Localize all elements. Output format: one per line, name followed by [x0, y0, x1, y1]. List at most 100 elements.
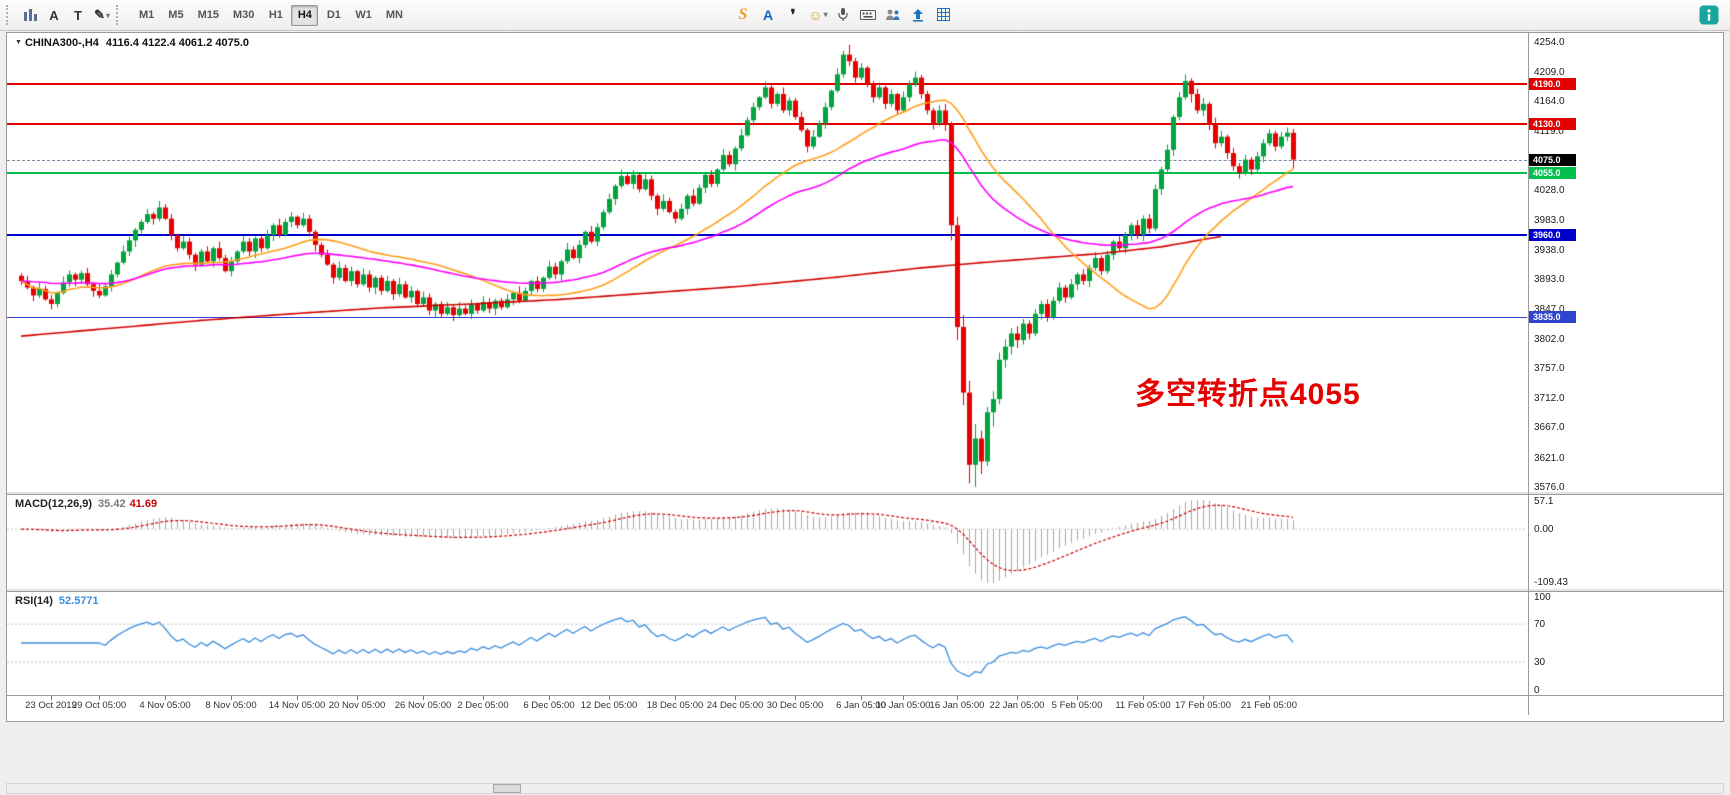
- time-tick: [1143, 696, 1144, 700]
- timeframe-button-w1[interactable]: W1: [349, 5, 378, 26]
- price-axis-divider: [1528, 33, 1529, 715]
- letter-a-icon[interactable]: A: [762, 6, 774, 23]
- people-icon[interactable]: [883, 3, 903, 26]
- logo-s-icon[interactable]: S: [738, 5, 748, 23]
- time-tick: [675, 696, 676, 700]
- price-axis-label: 4254.0: [1534, 37, 1565, 49]
- time-axis-label: 10 Jan 05:00: [875, 700, 931, 711]
- price-axis-label: 4164.0: [1534, 96, 1565, 108]
- price-axis-label: 3621.0: [1534, 452, 1565, 464]
- chart-ohlc-values: 4116.4 4122.4 4061.2 4075.0: [105, 37, 250, 49]
- time-axis-label: 11 Feb 05:00: [1115, 700, 1171, 711]
- horizontal-scrollbar[interactable]: [6, 783, 1724, 794]
- price-axis-label: 3667.0: [1534, 422, 1565, 434]
- price-axis-label: 3802.0: [1534, 333, 1565, 345]
- time-axis-label: 16 Jan 05:00: [929, 700, 985, 711]
- time-tick: [99, 696, 100, 700]
- chart-type-icon[interactable]: [19, 4, 41, 26]
- rsi-label: RSI(14) 52.5771: [15, 595, 99, 607]
- timeframe-button-m30[interactable]: M30: [227, 5, 260, 26]
- pivot-annotation[interactable]: 多空转折点4055: [1135, 378, 1361, 411]
- text-tool-icon[interactable]: T: [74, 7, 82, 23]
- time-axis-label: 29 Oct 05:00: [71, 700, 127, 711]
- rsi-axis-label: 0: [1534, 685, 1540, 696]
- time-axis-label: 23 Oct 2019: [25, 700, 77, 711]
- chart-title: ▼ CHINA300-,H4 4116.4 4122.4 4061.2 4075.0: [15, 37, 249, 49]
- rsi-panel: RSI(14) 52.5771 100 70 30 0: [7, 591, 1723, 696]
- macd-panel: MACD(12,26,9) 35.42 41.69 57.1 0.00 -109.43: [7, 494, 1723, 589]
- time-tick: [735, 696, 736, 700]
- rsi-axis-label: 70: [1534, 619, 1546, 631]
- price-axis-label: 3712.0: [1534, 392, 1565, 404]
- macd-canvas[interactable]: [7, 495, 1527, 589]
- time-axis-label: 20 Nov 05:00: [328, 700, 386, 711]
- price-axis-label: 4028.0: [1534, 185, 1565, 197]
- time-axis-label: 30 Dec 05:00: [766, 700, 824, 711]
- time-axis-label: 5 Feb 05:00: [1051, 700, 1103, 711]
- label-tool-icon[interactable]: A: [49, 7, 59, 23]
- time-axis-label: 22 Jan 05:00: [989, 700, 1045, 711]
- time-axis-label: 21 Feb 05:00: [1241, 700, 1297, 711]
- time-tick: [357, 696, 358, 700]
- macd-axis-label: 0.00: [1534, 524, 1554, 536]
- time-tick: [231, 696, 232, 700]
- timeframe-button-m1[interactable]: M1: [133, 5, 160, 26]
- time-axis-label: 6 Dec 05:00: [523, 700, 575, 711]
- chart-context-icon[interactable]: ▼: [15, 39, 22, 46]
- toolbar-grip[interactable]: [6, 5, 12, 25]
- draw-tool-icon[interactable]: ✎ ▾: [91, 4, 113, 26]
- macd-axis-label: 57.1: [1534, 496, 1554, 507]
- quote-icon[interactable]: ❜: [790, 6, 796, 24]
- price-tag-4130.0: 4130.0: [1529, 117, 1576, 130]
- time-tick: [861, 696, 862, 700]
- time-tick: [549, 696, 550, 700]
- time-tick: [795, 696, 796, 700]
- rsi-canvas[interactable]: [7, 592, 1527, 696]
- macd-main-value: 35.42: [98, 498, 126, 510]
- timeframe-button-m5[interactable]: M5: [162, 5, 189, 26]
- rsi-axis-label: 100: [1534, 592, 1551, 603]
- time-axis-label: 6 Jan 05:00: [836, 700, 886, 711]
- help-widget-icon[interactable]: [1698, 4, 1720, 26]
- toolbar: A T ✎ ▾ M1 M5 M15 M30 H1 H4 D1 W1 MN S A ❜ ☺ ▾: [0, 0, 1730, 31]
- smiley-icon[interactable]: ☺ ▾: [808, 3, 828, 26]
- bar-chart-icon: [23, 9, 37, 21]
- time-tick: [297, 696, 298, 700]
- macd-axis-label: -109.43: [1534, 577, 1568, 588]
- rsi-name: RSI(14): [15, 595, 53, 607]
- time-tick: [483, 696, 484, 700]
- time-tick: [1203, 696, 1204, 700]
- time-tick: [1077, 696, 1078, 700]
- time-tick: [903, 696, 904, 700]
- price-chart-canvas[interactable]: [7, 33, 1527, 491]
- timeframe-button-d1[interactable]: D1: [320, 5, 347, 26]
- time-axis[interactable]: 23 Oct 2019 29 Oct 05:00 4 Nov 05:00 8 Nov …: [7, 695, 1723, 713]
- toolbar-grip-2[interactable]: [116, 5, 122, 25]
- price-axis-label: 4119.0: [1534, 125, 1564, 137]
- time-tick: [1017, 696, 1018, 700]
- time-tick: [51, 696, 52, 700]
- time-tick: [165, 696, 166, 700]
- timeframe-button-h4[interactable]: H4: [291, 4, 319, 26]
- timeframe-button-m15[interactable]: M15: [192, 5, 225, 26]
- upload-icon[interactable]: [908, 3, 928, 26]
- timeframe-button-h1[interactable]: H1: [262, 5, 289, 26]
- microphone-icon[interactable]: [833, 3, 853, 26]
- timeframe-button-mn[interactable]: MN: [380, 5, 409, 26]
- price-tag-3960.0: 3960.0: [1529, 229, 1576, 242]
- scrollbar-thumb[interactable]: [493, 784, 521, 793]
- time-tick: [957, 696, 958, 700]
- macd-label: MACD(12,26,9) 35.42 41.69: [15, 498, 157, 510]
- time-axis-label: 4 Nov 05:00: [139, 700, 191, 711]
- keyboard-icon[interactable]: [858, 3, 878, 26]
- toolbar-plugins: S A ❜ ☺ ▾: [733, 3, 953, 26]
- time-axis-label: 18 Dec 05:00: [646, 700, 704, 711]
- time-tick: [609, 696, 610, 700]
- grid-icon[interactable]: [933, 3, 953, 26]
- time-axis-label: 12 Dec 05:00: [580, 700, 638, 711]
- time-tick: [1269, 696, 1270, 700]
- time-axis-label: 14 Nov 05:00: [268, 700, 326, 711]
- price-axis-label: 3847.0: [1534, 304, 1565, 316]
- time-axis-label: 8 Nov 05:00: [205, 700, 257, 711]
- time-axis-label: 26 Nov 05:00: [394, 700, 452, 711]
